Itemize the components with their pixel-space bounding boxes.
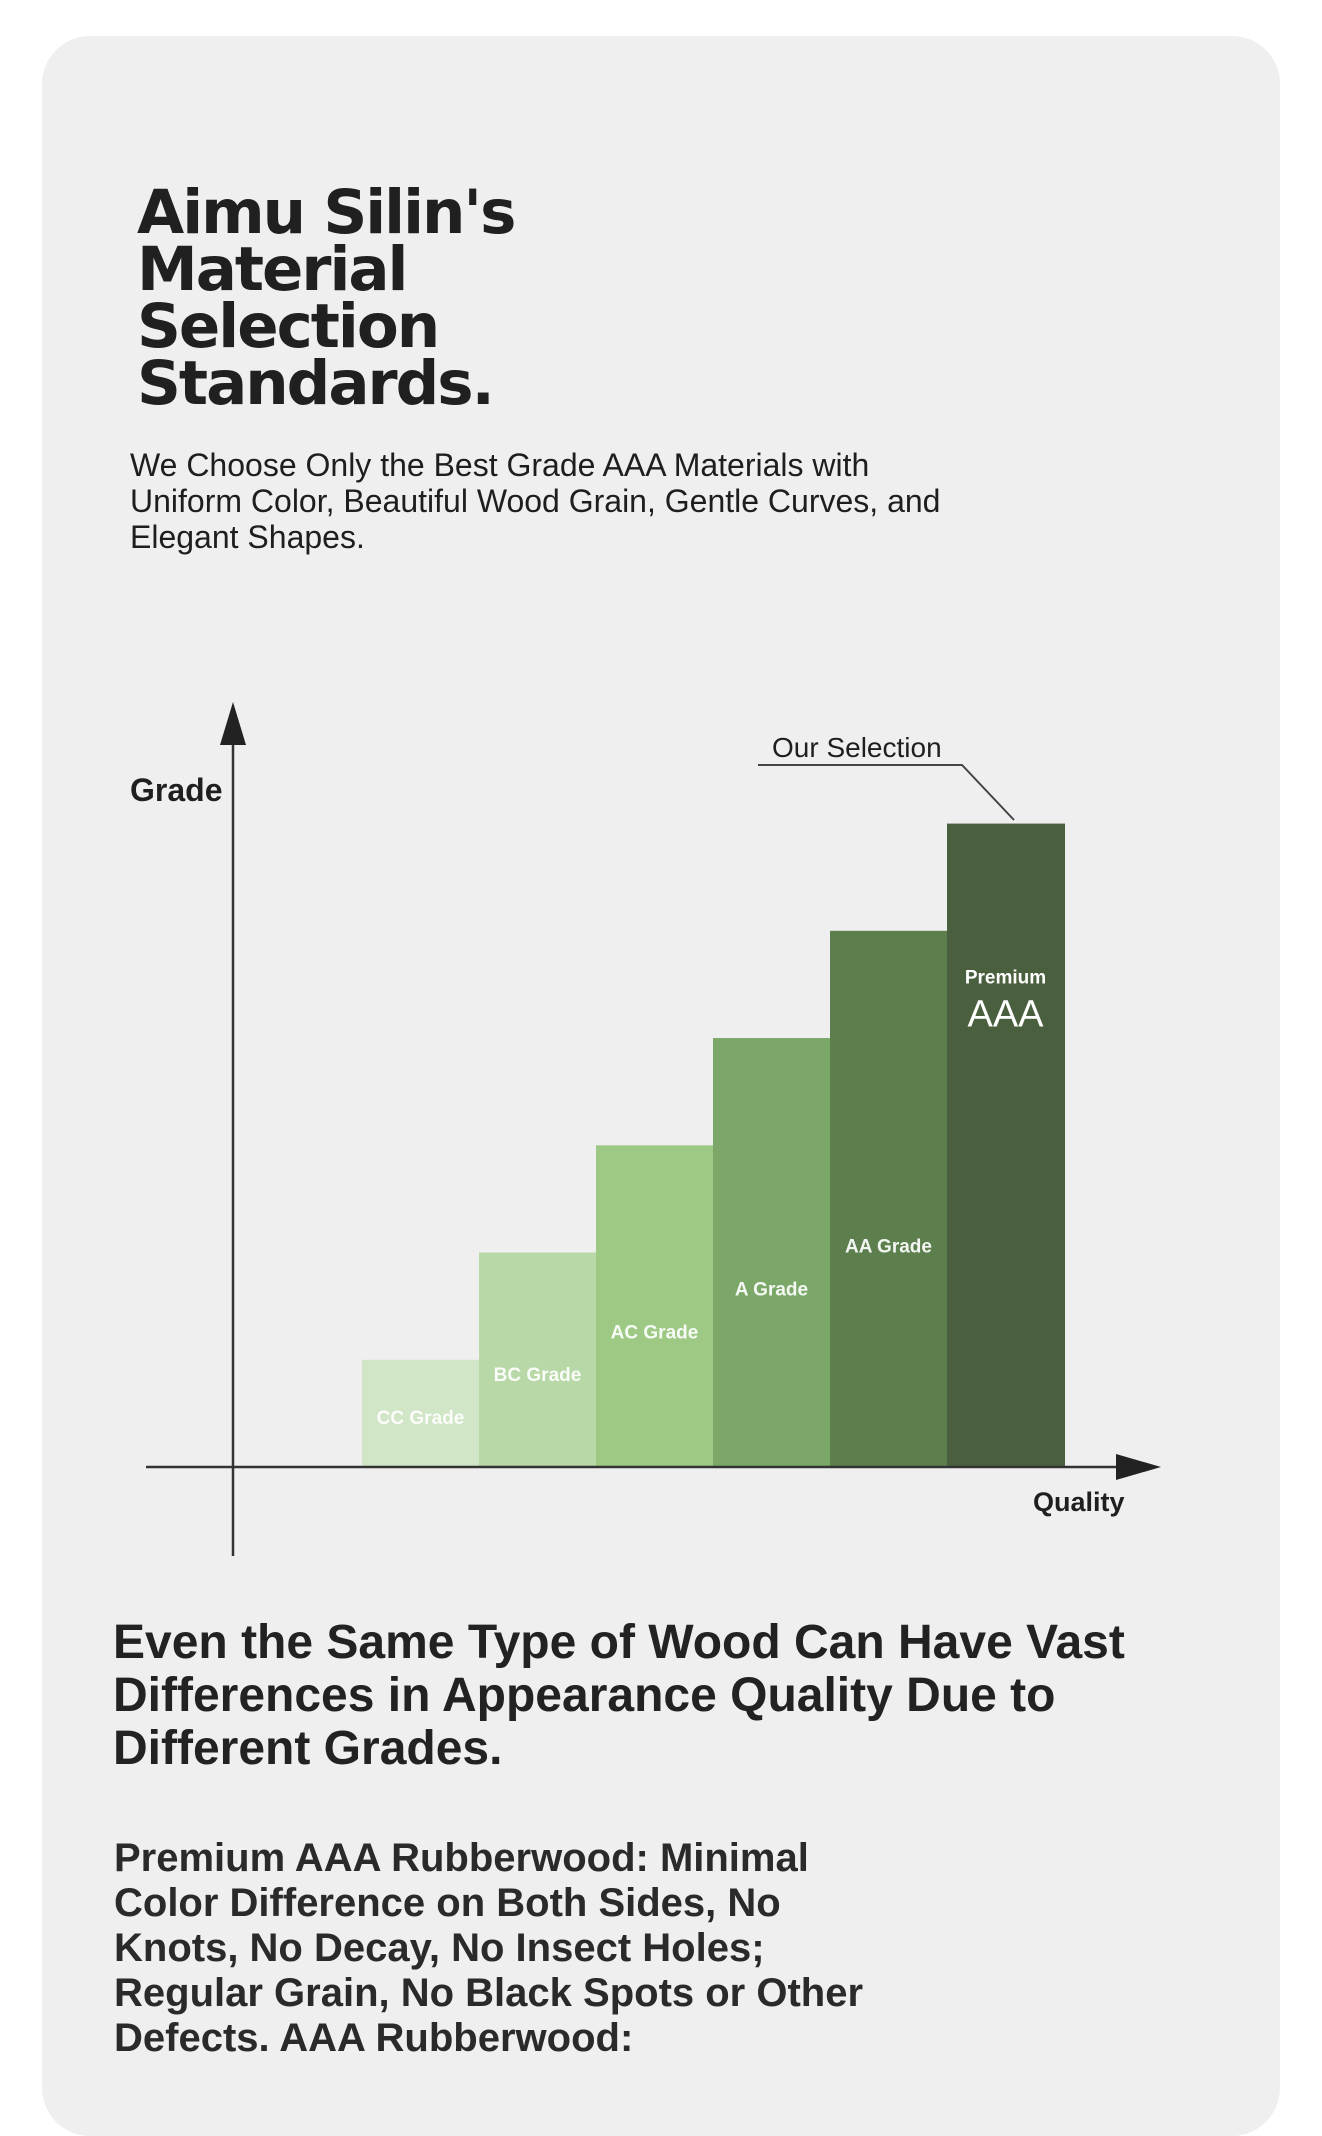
bar-label-prefix: Premium — [965, 968, 1046, 989]
grade-chart: CC Grade BC Grade AC Grade A Grade AA Grade P… — [130, 702, 1161, 1556]
page-subtitle: We Choose Only the Best Grade AAA Materi… — [130, 447, 941, 555]
our-selection-label: Our Selection — [772, 732, 942, 763]
x-axis-arrow — [1116, 1454, 1161, 1480]
content-card — [42, 36, 1280, 2136]
y-axis-label: Grade — [130, 772, 222, 808]
bar-ac-grade — [596, 1145, 714, 1467]
bar-a-grade — [713, 1038, 831, 1467]
bar-label-aaa: AAA — [967, 994, 1044, 1036]
bars-layer — [362, 823, 1065, 1467]
bar-aa-grade — [830, 930, 948, 1467]
x-axis-label: Quality — [1033, 1487, 1125, 1517]
bar-label: AA Grade — [845, 1237, 932, 1258]
labels-layer: CC Grade BC Grade AC Grade A Grade AA Grade P… — [377, 968, 1046, 1430]
section-paragraph: Premium AAA Rubberwood: Minimal Color Di… — [114, 1836, 864, 2060]
bar-label: AC Grade — [611, 1322, 699, 1343]
bar-cc-grade — [362, 1359, 480, 1467]
section-heading: Even the Same Type of Wood Can Have Vast… — [113, 1616, 1125, 1775]
bar-label: A Grade — [735, 1279, 808, 1300]
bar-aaa — [947, 823, 1065, 1467]
bar-label: CC Grade — [377, 1408, 465, 1429]
our-selection-leader — [758, 764, 1015, 821]
bar-label: BC Grade — [494, 1365, 582, 1386]
page-title: Aimu Silin's Material Selection Standard… — [137, 177, 516, 419]
y-axis-arrow — [220, 702, 246, 745]
bar-bc-grade — [479, 1252, 597, 1467]
